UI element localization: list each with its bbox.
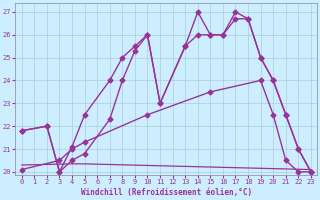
X-axis label: Windchill (Refroidissement éolien,°C): Windchill (Refroidissement éolien,°C) — [81, 188, 252, 197]
